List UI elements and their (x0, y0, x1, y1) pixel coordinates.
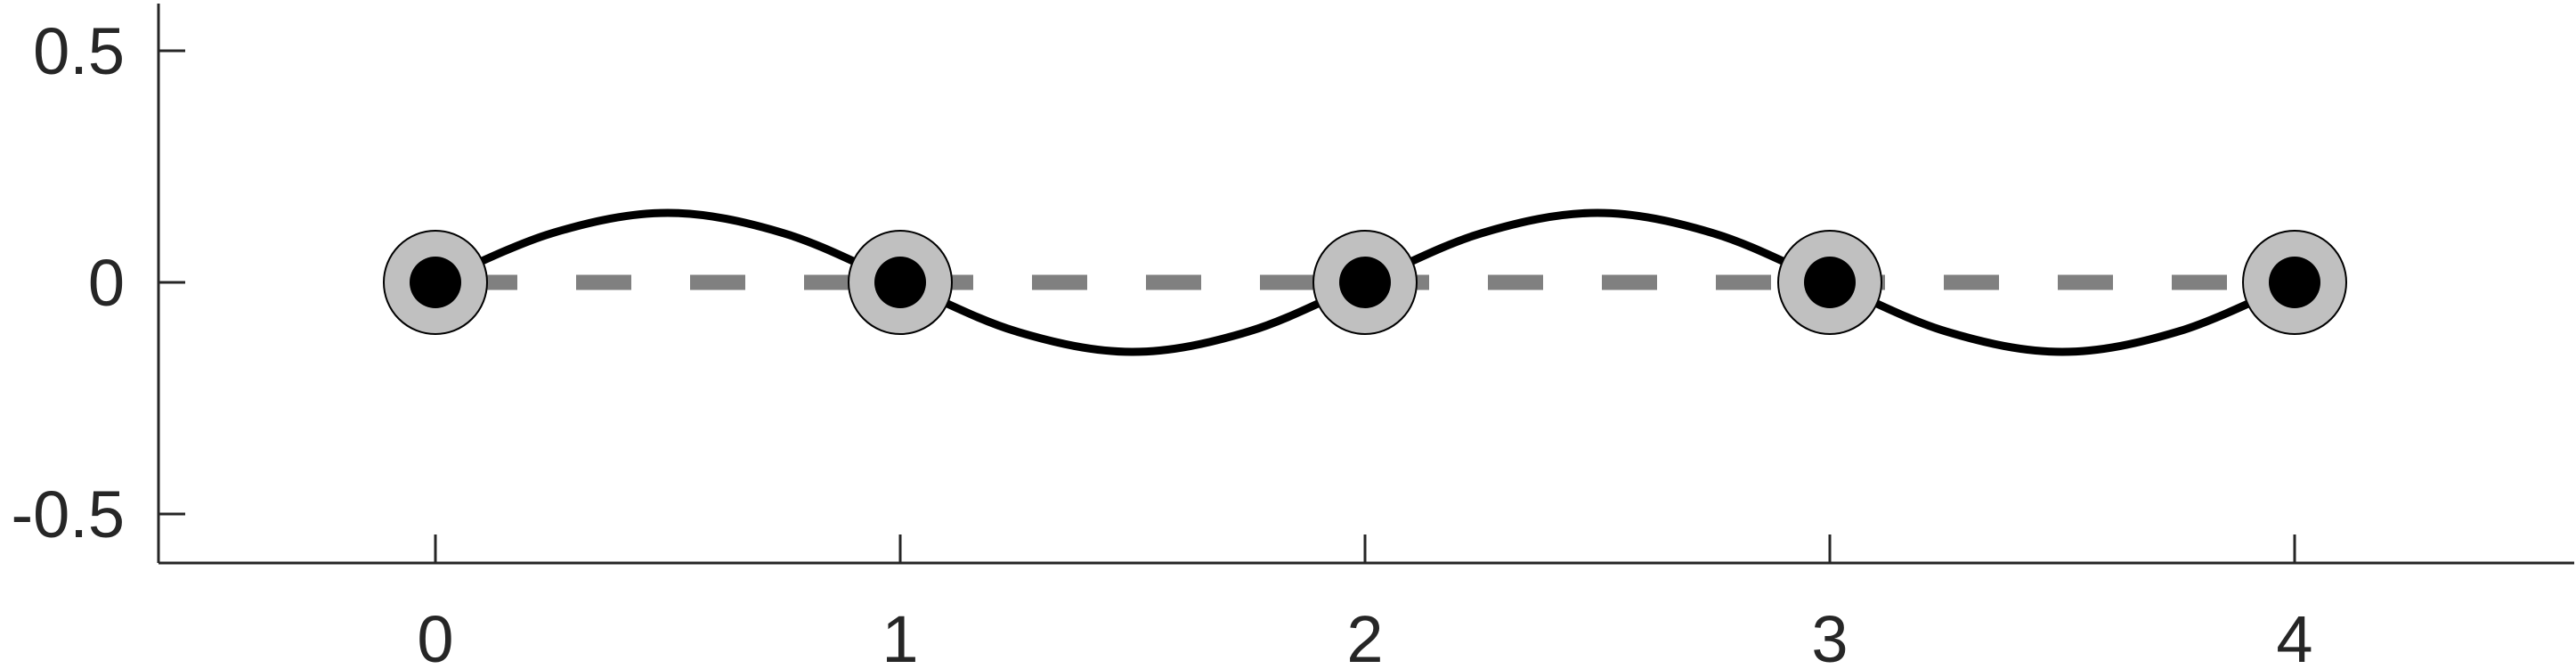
y-tick-label: -0.5 (11, 477, 125, 551)
data-point-marker-0 (383, 230, 488, 335)
x-tick-label: 0 (417, 602, 453, 669)
x-tick-label: 1 (882, 602, 918, 669)
marker-inner-dot (1339, 257, 1391, 308)
y-tick-label: 0 (88, 246, 125, 320)
marker-layer (383, 230, 2347, 335)
x-tick-label: 2 (1346, 602, 1383, 669)
x-tick-label: 3 (1811, 602, 1848, 669)
y-tick-label: 0.5 (33, 14, 125, 88)
marker-inner-dot (2269, 257, 2320, 308)
marker-inner-dot (874, 257, 926, 308)
marker-inner-dot (410, 257, 461, 308)
data-point-marker-3 (1777, 230, 1882, 335)
x-tick-label: 4 (2276, 602, 2312, 669)
data-point-marker-2 (1312, 230, 1418, 335)
tick-layer: 0 1 2 3 4 -0.5 0 0.5 (11, 14, 2312, 669)
marker-inner-dot (1804, 257, 1856, 308)
data-point-marker-4 (2242, 230, 2347, 335)
data-point-marker-1 (848, 230, 953, 335)
